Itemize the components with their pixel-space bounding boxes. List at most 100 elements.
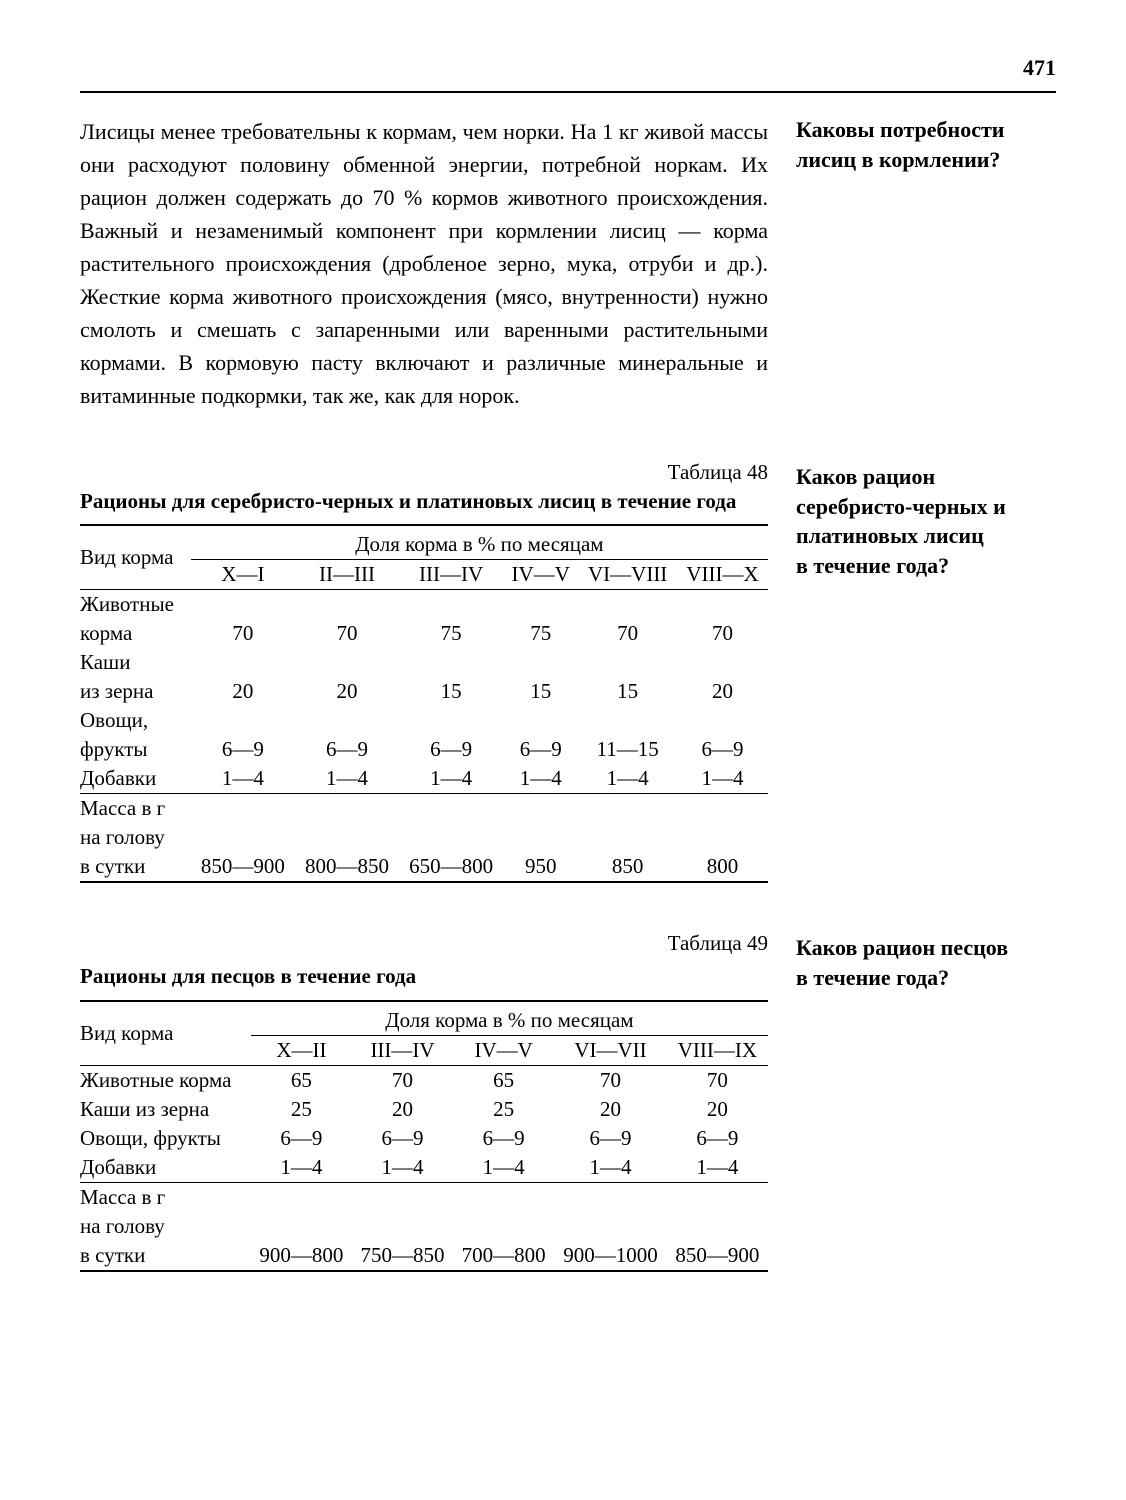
table-row: Овощи, — [80, 706, 768, 735]
table49-r2-v0: 6—9 — [251, 1124, 352, 1153]
table49-r3-v1: 1—4 — [352, 1153, 453, 1183]
table-row: из зерна 20 20 15 15 15 20 — [80, 677, 768, 706]
table49-r0-v2: 65 — [453, 1065, 554, 1095]
intro-paragraph: Лисицы менее требовательны к кормам, чем… — [80, 115, 768, 412]
table49-r3-label: Добавки — [80, 1153, 251, 1183]
table-row: Животные корма 65 70 65 70 70 — [80, 1065, 768, 1095]
table49-r2-v3: 6—9 — [554, 1124, 667, 1153]
table48-col-1: II—III — [295, 560, 399, 590]
table48-r2-v0: 6—9 — [191, 735, 295, 764]
top-rule — [80, 91, 1056, 93]
table48-f-v1: 800—850 — [295, 852, 399, 882]
table48-r0-v4: 70 — [578, 619, 677, 648]
table48-footer-l2: в сутки — [80, 852, 191, 882]
table-row: в сутки 850—900 800—850 650—800 950 850 … — [80, 852, 768, 882]
table-row: в сутки 900—800 750—850 700—800 900—1000… — [80, 1241, 768, 1271]
table49-caption: Рационы для песцов в течение года — [80, 962, 768, 991]
table48-bottom-rule — [80, 882, 768, 883]
table48-r0-v1: 70 — [295, 619, 399, 648]
table-row: фрукты 6—9 6—9 6—9 6—9 11—15 6—9 — [80, 735, 768, 764]
table-row: Масса в г — [80, 1182, 768, 1212]
table49-f-v4: 850—900 — [667, 1241, 768, 1271]
table49-r0-label: Животные корма — [80, 1065, 251, 1095]
table49-r0-v0: 65 — [251, 1065, 352, 1095]
table48-col-2: III—IV — [399, 560, 503, 590]
table48-f-v2: 650—800 — [399, 852, 503, 882]
table48-r1-v1: 20 — [295, 677, 399, 706]
table48-r0-v5: 70 — [677, 619, 768, 648]
table48-r2-label0: Овощи, — [80, 706, 191, 735]
table48-r2-v5: 6—9 — [677, 735, 768, 764]
table48-f-v5: 800 — [677, 852, 768, 882]
table49-r1-v0: 25 — [251, 1095, 352, 1124]
table49-section: Таблица 49 Рационы для песцов в течение … — [80, 931, 1056, 1271]
table48-f-v4: 850 — [578, 852, 677, 882]
table49-bottom-rule — [80, 1271, 768, 1272]
table48: Вид корма Доля корма в % по месяцам X—I … — [80, 524, 768, 883]
table49-footer-l1: на голову — [80, 1212, 251, 1241]
table48-r2-label1: фрукты — [80, 735, 191, 764]
table49-r1-v4: 20 — [667, 1095, 768, 1124]
table49-r2-v1: 6—9 — [352, 1124, 453, 1153]
table48-r3-v4: 1—4 — [578, 764, 677, 794]
table48-footer-l1: на голову — [80, 823, 191, 852]
table48-label: Таблица 48 — [80, 460, 768, 485]
table48-f-v0: 850—900 — [191, 852, 295, 882]
table48-r2-v2: 6—9 — [399, 735, 503, 764]
table-row: Добавки 1—4 1—4 1—4 1—4 1—4 — [80, 1153, 768, 1183]
table48-col-3: IV—V — [503, 560, 578, 590]
table49-r1-label: Каши из зерна — [80, 1095, 251, 1124]
table48-r2-v4: 11—15 — [578, 735, 677, 764]
side-question-2: Каков рацион серебристо-черных и платино… — [796, 460, 1016, 883]
table48-r1-v5: 20 — [677, 677, 768, 706]
side-question-3: Каков рацион песцов в течение года? — [796, 931, 1016, 1271]
table49-r1-v3: 20 — [554, 1095, 667, 1124]
table49-colgroup-label: Доля корма в % по месяцам — [251, 1001, 768, 1036]
table49-f-v2: 700—800 — [453, 1241, 554, 1271]
table48-r1-label1: из зерна — [80, 677, 191, 706]
table48-r2-v1: 6—9 — [295, 735, 399, 764]
table49-label: Таблица 49 — [80, 931, 768, 956]
table49-r3-v4: 1—4 — [667, 1153, 768, 1183]
table48-r3-v2: 1—4 — [399, 764, 503, 794]
table48-r3-v5: 1—4 — [677, 764, 768, 794]
table-row: корма 70 70 75 75 70 70 — [80, 619, 768, 648]
table49-r0-v4: 70 — [667, 1065, 768, 1095]
table49-col-1: III—IV — [352, 1035, 453, 1065]
table49-header-row1: Вид корма Доля корма в % по месяцам — [80, 1001, 768, 1036]
table-row: Овощи, фрукты 6—9 6—9 6—9 6—9 6—9 — [80, 1124, 768, 1153]
table48-r0-label1: корма — [80, 619, 191, 648]
table48-footer-l0: Масса в г — [80, 794, 191, 824]
table48-r3-v1: 1—4 — [295, 764, 399, 794]
table49-r2-v4: 6—9 — [667, 1124, 768, 1153]
table-row: Каши — [80, 648, 768, 677]
table-row: на голову — [80, 823, 768, 852]
table-row: на голову — [80, 1212, 768, 1241]
table49-r2-label: Овощи, фрукты — [80, 1124, 251, 1153]
table49-rowhead-label: Вид корма — [80, 1001, 251, 1066]
table49-r2-v2: 6—9 — [453, 1124, 554, 1153]
table48-r0-v3: 75 — [503, 619, 578, 648]
table48-f-v3: 950 — [503, 852, 578, 882]
table49-col-2: IV—V — [453, 1035, 554, 1065]
table-row: Масса в г — [80, 794, 768, 824]
table48-colgroup-label: Доля корма в % по месяцам — [191, 525, 768, 560]
table48-col-5: VIII—X — [677, 560, 768, 590]
table49-r3-v3: 1—4 — [554, 1153, 667, 1183]
table48-r1-label0: Каши — [80, 648, 191, 677]
table48-col-0: X—I — [191, 560, 295, 590]
table-row: Каши из зерна 25 20 25 20 20 — [80, 1095, 768, 1124]
table49-footer-l0: Масса в г — [80, 1182, 251, 1212]
table49-r3-v2: 1—4 — [453, 1153, 554, 1183]
table48-header-row1: Вид корма Доля корма в % по месяцам — [80, 525, 768, 560]
table-row: Добавки 1—4 1—4 1—4 1—4 1—4 1—4 — [80, 764, 768, 794]
table49-main: Таблица 49 Рационы для песцов в течение … — [80, 931, 768, 1271]
side-question-1: Каковы потребности лисиц в кормлении? — [796, 115, 1016, 412]
table48-main: Таблица 48 Рационы для серебристо-черных… — [80, 460, 768, 883]
table48-r3-label: Добавки — [80, 764, 191, 794]
table48-r1-v2: 15 — [399, 677, 503, 706]
table-row: Животные — [80, 590, 768, 620]
table48-r2-v3: 6—9 — [503, 735, 578, 764]
table49-col-3: VI—VII — [554, 1035, 667, 1065]
table49-r1-v2: 25 — [453, 1095, 554, 1124]
